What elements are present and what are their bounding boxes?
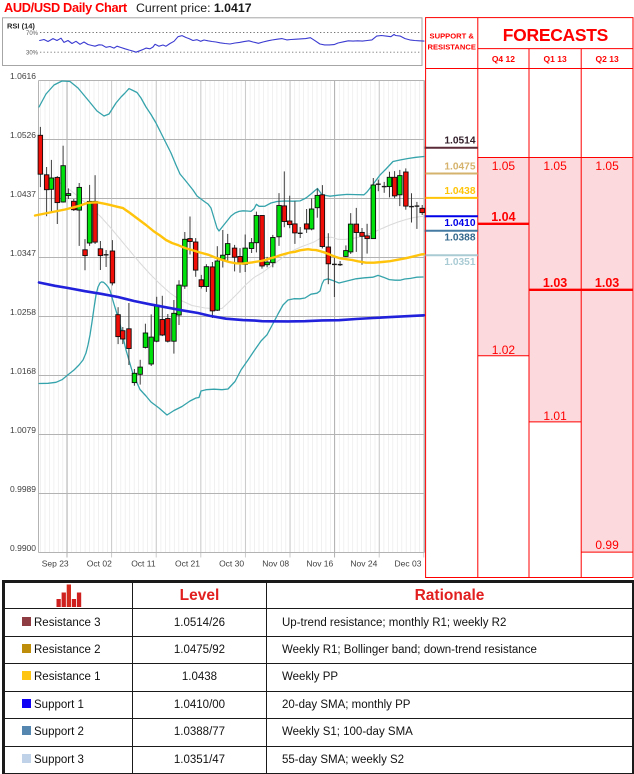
svg-text:1.0258: 1.0258 (10, 307, 36, 317)
svg-text:1.0514: 1.0514 (444, 136, 475, 147)
svg-text:1.0347: 1.0347 (10, 248, 36, 258)
svg-text:Dec 03: Dec 03 (395, 559, 422, 569)
svg-text:1.0475: 1.0475 (444, 162, 475, 173)
svg-text:1.01: 1.01 (543, 409, 567, 423)
svg-text:Nov 24: Nov 24 (350, 559, 377, 569)
svg-text:0.99: 0.99 (595, 538, 619, 552)
svg-text:Nov 08: Nov 08 (262, 559, 289, 569)
svg-text:AUD/USD Daily Chart: AUD/USD Daily Chart (4, 0, 128, 15)
svg-text:1.0079: 1.0079 (10, 425, 36, 435)
svg-text:1.03: 1.03 (595, 276, 619, 290)
svg-text:0.9989: 0.9989 (10, 484, 36, 494)
svg-text:1.04: 1.04 (491, 210, 515, 224)
svg-text:1.0438: 1.0438 (444, 186, 475, 197)
svg-text:RESISTANCE: RESISTANCE (428, 43, 476, 52)
svg-text:Q1 13: Q1 13 (544, 54, 567, 64)
svg-text:FORECASTS: FORECASTS (503, 25, 608, 45)
svg-text:Sep 23: Sep 23 (42, 559, 69, 569)
svg-text:1.0526: 1.0526 (10, 130, 36, 140)
svg-text:Oct 30: Oct 30 (219, 559, 244, 569)
svg-text:1.05: 1.05 (543, 159, 567, 173)
svg-text:1.05: 1.05 (595, 159, 619, 173)
svg-text:RSI (14): RSI (14) (7, 22, 35, 31)
svg-text:SUPPORT &: SUPPORT & (430, 32, 475, 41)
svg-text:0.9900: 0.9900 (10, 543, 36, 553)
svg-text:1.0168: 1.0168 (10, 366, 36, 376)
svg-text:1.0351: 1.0351 (444, 257, 475, 268)
svg-text:1.0388: 1.0388 (444, 233, 475, 244)
svg-text:Q4 12: Q4 12 (492, 54, 515, 64)
svg-text:Current price: 1.0417: Current price: 1.0417 (136, 1, 252, 15)
svg-text:1.05: 1.05 (492, 159, 516, 173)
svg-text:Q2 13: Q2 13 (596, 54, 619, 64)
svg-text:Oct 21: Oct 21 (175, 559, 200, 569)
svg-text:1.0616: 1.0616 (10, 71, 36, 81)
svg-text:Nov 16: Nov 16 (306, 559, 333, 569)
svg-text:1.02: 1.02 (492, 343, 516, 357)
svg-text:Oct 02: Oct 02 (87, 559, 112, 569)
svg-text:Oct 11: Oct 11 (131, 559, 156, 569)
svg-text:70%: 70% (26, 31, 39, 37)
svg-text:1.03: 1.03 (543, 276, 567, 290)
svg-text:1.0437: 1.0437 (10, 189, 36, 199)
svg-text:30%: 30% (26, 51, 39, 57)
svg-text:1.0410: 1.0410 (444, 218, 475, 229)
